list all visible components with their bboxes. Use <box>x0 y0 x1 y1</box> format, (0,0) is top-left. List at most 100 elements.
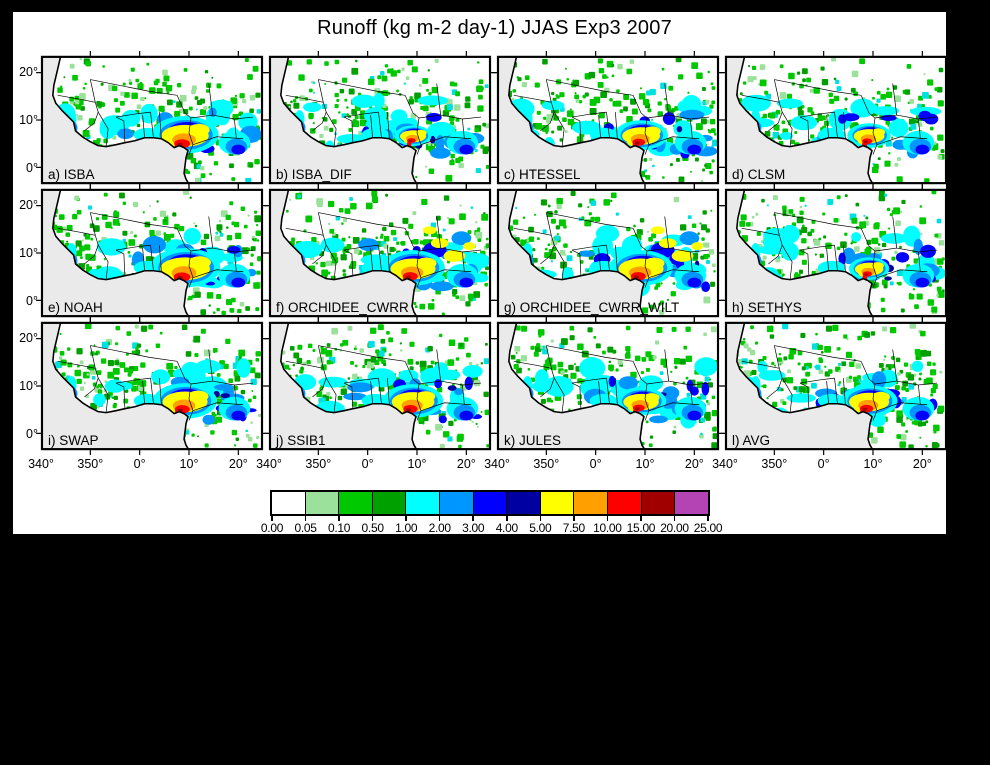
country-border <box>462 251 465 272</box>
y-axis-tick-label: 0° <box>26 161 38 175</box>
country-border <box>799 244 835 251</box>
map-svg-e <box>36 183 268 323</box>
runoff-hotspot <box>394 125 432 149</box>
colorbar-tick <box>673 516 676 521</box>
country-border <box>571 382 582 409</box>
country-border <box>918 384 921 405</box>
country-border <box>615 112 618 139</box>
map-svg-g <box>492 183 724 323</box>
colorbar-tick-label: 5.00 <box>529 521 552 535</box>
country-border <box>343 244 379 251</box>
country-border <box>192 136 244 145</box>
country-border <box>176 95 192 119</box>
colorbar-tick <box>271 516 273 521</box>
panel-label-e: e) NOAH <box>48 300 103 315</box>
country-border <box>648 402 700 411</box>
panel-label-k: k) JULES <box>504 433 562 448</box>
panel-border <box>40 321 264 451</box>
country-border <box>571 249 582 276</box>
country-border <box>418 380 482 386</box>
runoff-hotspot <box>847 123 891 151</box>
ocean-region <box>726 57 873 183</box>
country-border <box>598 115 601 138</box>
country-border <box>892 216 898 249</box>
country-border <box>57 94 99 113</box>
coastline-path <box>508 57 646 183</box>
colorbar-tick-label: 7.50 <box>562 521 585 535</box>
country-border <box>834 378 838 404</box>
country-border <box>436 83 442 116</box>
country-border <box>57 227 99 246</box>
country-border <box>190 247 254 253</box>
country-border <box>142 115 145 138</box>
map-panel-k: k) JULES <box>492 316 724 456</box>
panel-label-j: j) SSIB1 <box>276 433 326 448</box>
map-panel-j: j) SSIB1 <box>264 316 496 456</box>
panel-border <box>496 188 720 318</box>
country-border <box>416 383 422 421</box>
panel-label-c: c) HTESSEL <box>504 167 581 182</box>
country-border <box>462 384 465 405</box>
x-axis-tick-label: 0° <box>133 457 146 471</box>
ocean-region <box>270 57 417 183</box>
panel-border <box>724 188 948 318</box>
country-border <box>416 117 422 155</box>
country-border <box>553 111 565 147</box>
x-axis-tick-label: 340° <box>712 457 738 471</box>
ocean-region <box>270 323 417 449</box>
ocean-region <box>42 323 189 449</box>
country-border <box>378 245 382 271</box>
country-border <box>872 383 878 421</box>
panel-label-d: d) CLSM <box>732 167 786 182</box>
country-border <box>826 115 829 138</box>
map-field <box>726 57 946 183</box>
country-border <box>343 377 379 384</box>
country-border <box>874 247 938 253</box>
country-border <box>343 111 379 118</box>
country-border <box>598 248 601 271</box>
colorbar-tick <box>506 516 508 521</box>
map-svg-l <box>720 316 952 456</box>
country-border <box>115 377 151 384</box>
country-border <box>843 112 846 139</box>
y-axis-tick-label: 20° <box>19 65 38 79</box>
y-axis-tick-label: 20° <box>19 331 38 345</box>
country-border <box>436 349 442 382</box>
colorbar-tick <box>371 516 374 521</box>
country-border <box>343 249 354 276</box>
country-border <box>571 111 607 118</box>
map-panel-l: l) AVG <box>720 316 952 456</box>
country-border <box>176 228 192 252</box>
country-border <box>872 117 878 155</box>
colorbar-tick <box>606 516 609 521</box>
country-border <box>690 251 693 272</box>
country-border <box>420 136 472 145</box>
x-axis-tick-label: 340° <box>256 457 282 471</box>
country-border <box>540 111 555 132</box>
country-border <box>872 250 878 288</box>
country-border <box>876 402 928 411</box>
colorbar-tick-label: 25.00 <box>693 521 723 535</box>
country-border <box>773 79 780 103</box>
colorbar-tick-label: 20.00 <box>660 521 689 535</box>
country-border <box>176 361 192 385</box>
panel-border <box>268 321 492 451</box>
country-border <box>343 382 354 409</box>
country-border <box>325 377 337 413</box>
figure-content: Runoff (kg m-2 day-1) JJAS Exp3 2007 a) … <box>13 12 952 535</box>
colorbar-tick <box>539 516 542 521</box>
country-border <box>774 212 862 229</box>
x-axis-tick-label: 350° <box>77 457 104 471</box>
country-border <box>606 378 610 404</box>
colorbar-segment-9 <box>573 492 608 514</box>
colorbar-tick-label: 3.00 <box>462 521 485 535</box>
colorbar-tick-label: 2.00 <box>428 521 451 535</box>
colorbar-segment-10 <box>607 492 641 514</box>
country-border <box>234 118 237 139</box>
country-border <box>892 83 898 116</box>
country-border <box>690 384 693 405</box>
country-border <box>598 381 601 404</box>
country-border <box>142 381 145 404</box>
country-border <box>690 118 693 139</box>
country-border <box>892 349 898 382</box>
